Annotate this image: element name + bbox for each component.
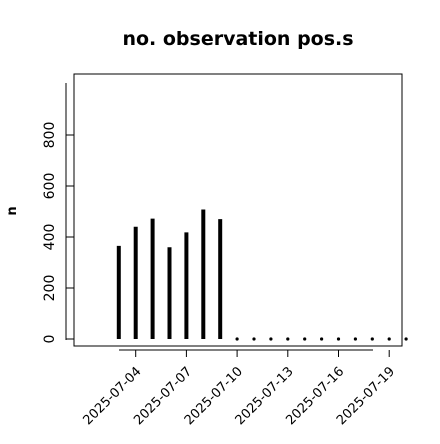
bar-zero-point <box>303 337 307 341</box>
bar-zero-point <box>370 337 374 341</box>
bar-zero-point <box>336 337 341 341</box>
y-tick-label: 600 <box>42 173 58 200</box>
y-ticks: 0 200 400 600 800 <box>42 122 74 344</box>
y-axis-label: n <box>5 206 20 215</box>
bars <box>116 209 408 341</box>
bar-zero-point <box>269 337 273 341</box>
y-tick-label: 800 <box>42 122 58 149</box>
bar-zero-point <box>286 337 290 341</box>
y-tick-label: 200 <box>42 275 58 302</box>
bar-zero-point <box>404 337 408 341</box>
bar-zero-point <box>353 337 357 341</box>
bar-zero-point <box>320 337 324 341</box>
y-tick-label: 400 <box>42 224 58 251</box>
bar-zero-point <box>235 337 239 341</box>
x-ticks: 2025-07-042025-07-072025-07-102025-07-13… <box>80 350 398 428</box>
y-tick-label: 0 <box>42 335 58 344</box>
bar-zero-point <box>387 337 391 341</box>
plot-frame <box>73 73 403 347</box>
bar-zero-point <box>252 337 256 341</box>
chart-title: no. observation pos.s <box>122 28 353 50</box>
